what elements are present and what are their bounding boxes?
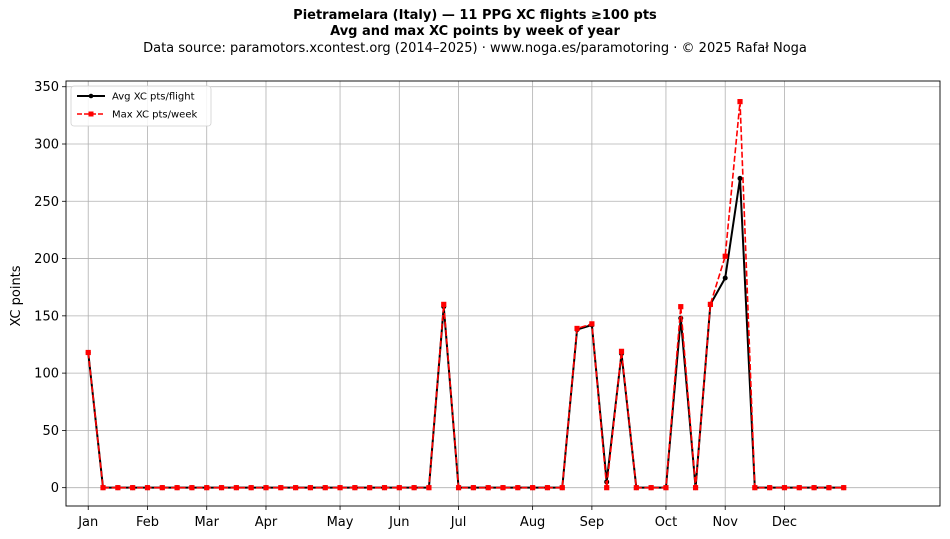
- y-tick-label: 300: [34, 138, 59, 153]
- legend-marker: [88, 111, 94, 117]
- y-tick-label: 150: [34, 309, 59, 324]
- chart-title: Pietramelara (Italy) — 11 PPG XC flights…: [293, 8, 657, 23]
- y-tick-label: 200: [34, 252, 59, 267]
- data-point: [722, 275, 728, 281]
- x-tick-label: Nov: [713, 515, 739, 530]
- data-point: [811, 485, 817, 491]
- data-point: [455, 485, 462, 491]
- data-point: [589, 321, 595, 327]
- data-point: [767, 485, 773, 491]
- data-point: [752, 485, 758, 491]
- data-point: [263, 485, 269, 491]
- data-point: [293, 485, 299, 491]
- data-point: [100, 485, 106, 491]
- data-point: [130, 485, 136, 491]
- data-point: [441, 301, 447, 307]
- x-tick-label: Apr: [255, 515, 278, 530]
- y-axis-label: XC points: [9, 265, 24, 326]
- data-point: [248, 485, 254, 491]
- axes: 0 50 100 150 200 250 300 350 Jan Feb Mar Apr May Jun J…: [34, 80, 941, 530]
- data-point: [337, 485, 343, 491]
- legend-label: Avg XC pts/flight: [112, 92, 195, 103]
- data-point: [604, 485, 610, 491]
- legend-box: [70, 85, 212, 127]
- chart-subtitle: Avg and max XC points by week of year: [330, 24, 620, 39]
- x-tick-label: Sep: [580, 515, 605, 530]
- data-point: [515, 485, 521, 491]
- y-tick-label: 350: [34, 80, 59, 95]
- data-point: [426, 485, 432, 491]
- data-source-note: Data source: paramotors.xcontest.org (20…: [143, 41, 807, 56]
- data-point: [737, 175, 743, 181]
- x-tick-label: Oct: [655, 515, 677, 530]
- data-point: [633, 485, 639, 491]
- x-tick-label: Mar: [194, 515, 219, 530]
- data-point: [174, 485, 180, 491]
- x-tick-label: Jan: [77, 515, 98, 530]
- data-point: [278, 485, 284, 491]
- gridlines: [66, 81, 940, 506]
- data-point: [322, 485, 328, 491]
- y-tick-label: 50: [42, 424, 59, 439]
- series-avg: [85, 175, 847, 491]
- x-tick-label: Jul: [450, 515, 467, 530]
- series-line: [87, 177, 844, 489]
- data-point: [144, 485, 151, 491]
- plot-frame: [65, 80, 941, 507]
- data-point: [574, 325, 580, 332]
- data-point: [841, 485, 847, 491]
- data-point: [530, 485, 536, 491]
- legend: Avg XC pts/flight Max XC pts/week: [70, 85, 212, 127]
- data-point: [737, 99, 743, 105]
- y-tick-label: 0: [51, 481, 59, 496]
- data-point: [692, 485, 699, 491]
- data-point: [707, 301, 713, 307]
- data-point: [826, 485, 832, 491]
- data-point: [678, 304, 684, 310]
- x-tick-label: Aug: [520, 515, 545, 530]
- x-tick-label: Jun: [388, 515, 409, 530]
- data-point: [115, 485, 121, 491]
- data-point: [307, 485, 314, 491]
- y-tick-label: 100: [34, 367, 59, 382]
- data-point: [411, 485, 417, 491]
- data-point: [85, 349, 91, 356]
- data-point: [352, 485, 358, 491]
- legend-label: Max XC pts/week: [112, 110, 197, 121]
- data-point: [648, 485, 654, 491]
- y-tick-label: 250: [34, 195, 59, 210]
- data-point: [781, 485, 788, 491]
- data-point: [470, 485, 476, 491]
- data-point: [559, 485, 565, 491]
- x-tick-label: May: [327, 515, 354, 530]
- data-point: [663, 485, 669, 491]
- data-point: [544, 485, 551, 491]
- data-point: [618, 348, 625, 354]
- data-point: [204, 485, 210, 491]
- data-point: [500, 485, 506, 491]
- x-tick-label: Feb: [136, 515, 159, 530]
- data-point: [722, 253, 728, 259]
- data-point: [233, 485, 239, 491]
- data-point: [159, 485, 165, 491]
- data-point: [796, 485, 802, 491]
- data-point: [189, 485, 195, 491]
- x-tick-label: Dec: [772, 515, 797, 530]
- legend-marker: [88, 93, 94, 99]
- data-point: [396, 485, 402, 491]
- data-point: [381, 485, 388, 491]
- series: [85, 99, 847, 491]
- series-line: [87, 100, 844, 489]
- data-point: [485, 485, 491, 491]
- data-point: [367, 485, 373, 491]
- series-max: [85, 99, 847, 491]
- data-point: [218, 485, 225, 491]
